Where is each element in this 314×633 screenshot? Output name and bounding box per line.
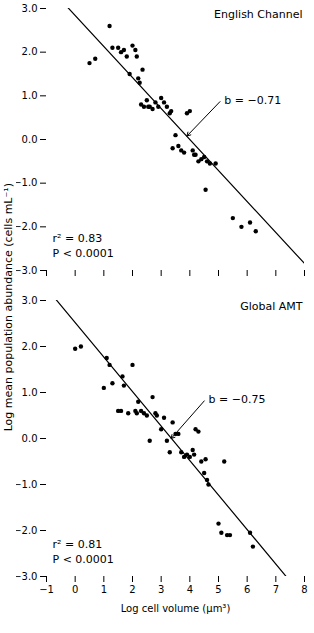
svg-text:3.0: 3.0 xyxy=(22,3,38,14)
svg-text:2: 2 xyxy=(129,584,135,595)
svg-text:0.0: 0.0 xyxy=(22,134,38,145)
svg-text:−1: −1 xyxy=(39,584,54,595)
svg-text:−1.0: −1.0 xyxy=(16,177,38,188)
svg-text:5: 5 xyxy=(215,584,221,595)
svg-text:Log cell volume (μm³): Log cell volume (μm³) xyxy=(121,603,231,614)
svg-text:3.0: 3.0 xyxy=(22,295,38,306)
svg-text:−2.0: −2.0 xyxy=(16,525,38,536)
svg-text:2.0: 2.0 xyxy=(22,46,38,57)
svg-text:1.0: 1.0 xyxy=(22,387,38,398)
svg-text:b = −0.75: b = −0.75 xyxy=(209,393,266,406)
svg-text:r² = 0.83P < 0.0001: r² = 0.83P < 0.0001 xyxy=(53,232,114,259)
svg-text:Global AMT: Global AMT xyxy=(240,300,303,313)
svg-text:English Channel: English Channel xyxy=(214,8,302,21)
svg-text:2.0: 2.0 xyxy=(22,341,38,352)
svg-text:8: 8 xyxy=(301,584,307,595)
svg-text:4: 4 xyxy=(187,584,193,595)
svg-text:1: 1 xyxy=(101,584,107,595)
svg-text:7: 7 xyxy=(273,584,279,595)
svg-text:−3.0: −3.0 xyxy=(16,265,38,276)
html-text:Log mean population abundance: Log mean population abundance (cells mL⁻… xyxy=(1,182,15,432)
svg-text:3: 3 xyxy=(158,584,164,595)
svg-text:−1.0: −1.0 xyxy=(16,479,38,490)
svg-text:6: 6 xyxy=(244,584,250,595)
svg-text:1.0: 1.0 xyxy=(22,90,38,101)
svg-text:−2.0: −2.0 xyxy=(16,221,38,232)
svg-text:−3.0: −3.0 xyxy=(16,571,38,582)
svg-text:b = −0.71: b = −0.71 xyxy=(224,94,281,107)
svg-text:r² = 0.81P < 0.0001: r² = 0.81P < 0.0001 xyxy=(53,538,114,565)
svg-text:0: 0 xyxy=(72,584,78,595)
svg-text:0.0: 0.0 xyxy=(22,433,38,444)
